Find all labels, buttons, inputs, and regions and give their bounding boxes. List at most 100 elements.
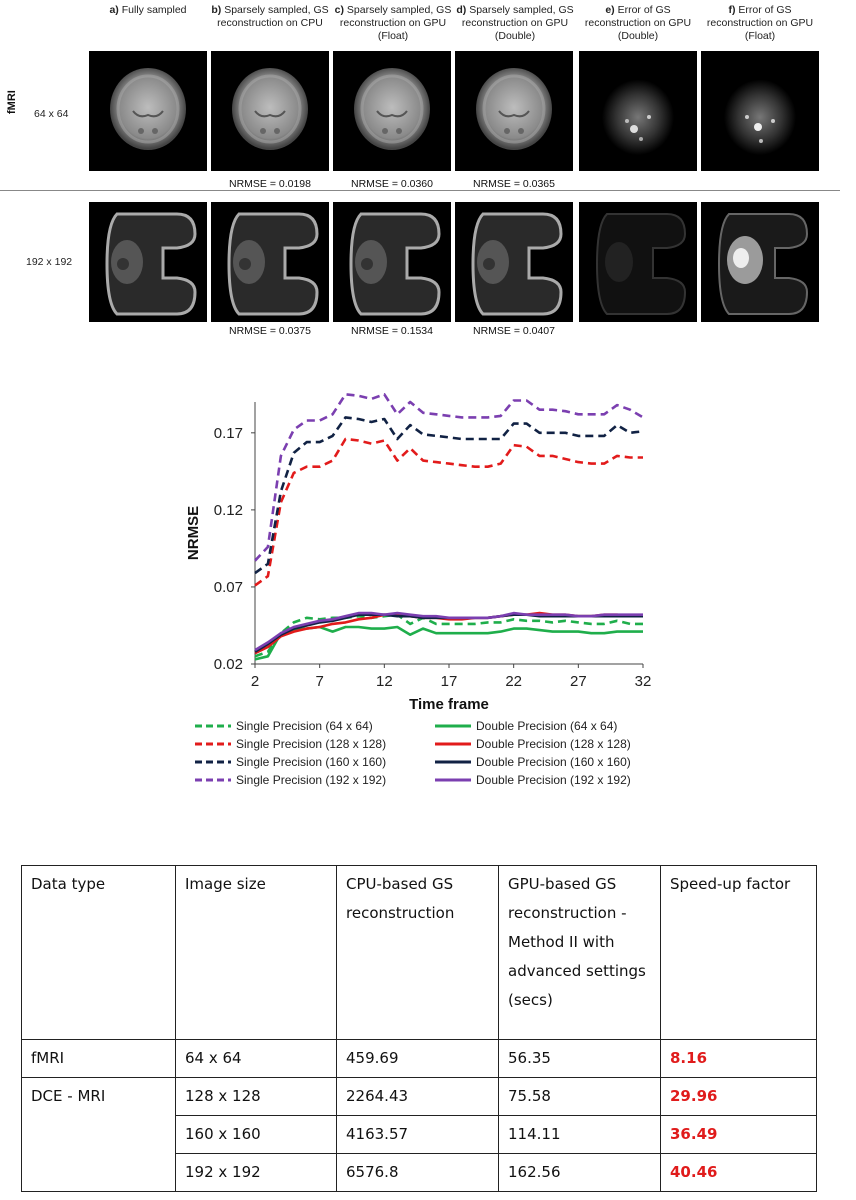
x-tick-label: 32: [635, 673, 652, 690]
legend-label: Single Precision (64 x 64): [236, 719, 373, 733]
legend-label: Double Precision (192 x 192): [476, 773, 631, 787]
row-label-64: 64 x 64: [34, 108, 69, 120]
brain-image-gpu-float: [333, 51, 451, 171]
breast-error-map-float: [701, 202, 819, 322]
cell-speedup: 29.96: [660, 1077, 817, 1116]
y-tick-label: 0.02: [214, 656, 243, 673]
nrmse-label-float-64: NRMSE = 0.0360: [350, 178, 433, 190]
cell-image-size: 64 x 64: [175, 1039, 337, 1078]
x-tick-label: 7: [315, 673, 323, 690]
legend-swatch: [195, 760, 231, 764]
legend-swatch: [195, 724, 231, 728]
series-line-4: [254, 416, 644, 575]
legend-label: Single Precision (160 x 160): [236, 755, 387, 769]
brain-error-map-double: [579, 51, 697, 171]
cell-data-type: fMRI: [21, 1039, 176, 1078]
legend-swatch: [435, 760, 471, 764]
legend-swatch: [195, 778, 231, 782]
legend-item: Double Precision (64 x 64): [434, 719, 617, 733]
legend-item: Single Precision (160 x 160): [194, 755, 386, 769]
legend-swatch: [435, 778, 471, 782]
breast-image-cpu: [211, 202, 329, 322]
series-line-1: [254, 625, 643, 661]
legend-swatch: [195, 742, 231, 746]
row-divider: [0, 190, 840, 191]
legend-item: Single Precision (192 x 192): [194, 773, 386, 787]
nrmse-label-cpu-192: NRMSE = 0.0375: [228, 325, 311, 337]
legend-item: Double Precision (128 x 128): [434, 737, 631, 751]
legend-item: Double Precision (192 x 192): [434, 773, 631, 787]
cell-gpu: 75.58: [498, 1077, 661, 1116]
header-data-type: Data type: [21, 865, 176, 1040]
legend-swatch: [435, 742, 471, 746]
header-speedup: Speed-up factor: [660, 865, 817, 1040]
column-header-b: b) Sparsely sampled, GS reconstruction o…: [211, 4, 329, 29]
column-header-f: f) Error of GS reconstruction on GPU (Fl…: [706, 4, 814, 42]
cell-speedup: 40.46: [660, 1153, 817, 1192]
legend-label: Double Precision (160 x 160): [476, 755, 631, 769]
column-header-a: a) Fully sampled: [109, 4, 187, 16]
brain-image-fully-sampled: [89, 51, 207, 171]
table-row: 192 x 192 6576.8 162.56 40.46: [22, 1153, 817, 1192]
breast-error-map-double: [579, 202, 697, 322]
y-axis-label: NRMSE: [185, 506, 202, 560]
nrmse-label-double-192: NRMSE = 0.0407: [472, 325, 555, 337]
series-line-7: [254, 611, 643, 652]
header-cpu: CPU-based GS reconstruction: [336, 865, 499, 1040]
column-header-c: c) Sparsely sampled, GS reconstruction o…: [334, 4, 452, 42]
cell-cpu: 4163.57: [336, 1115, 499, 1154]
breast-image-gpu-double: [455, 202, 573, 322]
row-label-192: 192 x 192: [26, 256, 73, 268]
x-tick-label: 17: [441, 673, 458, 690]
row-label-fmri: fMRI: [6, 90, 18, 114]
speedup-table: Data type Image size CPU-based GS recons…: [21, 865, 817, 1192]
brain-image-gpu-double: [455, 51, 573, 171]
column-header-e: e) Error of GS reconstruction on GPU (Do…: [584, 4, 692, 42]
y-tick-label: 0.07: [214, 579, 243, 596]
legend-label: Single Precision (128 x 128): [236, 737, 387, 751]
cell-image-size: 160 x 160: [175, 1115, 337, 1154]
brain-image-cpu: [211, 51, 329, 171]
breast-image-gpu-float: [333, 202, 451, 322]
cell-cpu: 459.69: [336, 1039, 499, 1078]
x-tick-label: 22: [505, 673, 522, 690]
cell-image-size: 192 x 192: [175, 1153, 337, 1192]
cell-cpu: 6576.8: [336, 1153, 499, 1192]
header-gpu: GPU-based GS reconstruction - Method II …: [498, 865, 661, 1040]
nrmse-label-float-192: NRMSE = 0.1534: [350, 325, 433, 337]
table-row: 160 x 160 4163.57 114.11 36.49: [22, 1115, 817, 1154]
cell-cpu: 2264.43: [336, 1077, 499, 1116]
legend-label: Double Precision (128 x 128): [476, 737, 631, 751]
cell-gpu: 56.35: [498, 1039, 661, 1078]
cell-speedup: 36.49: [660, 1115, 817, 1154]
column-header-d: d) Sparsely sampled, GS reconstruction o…: [456, 4, 574, 42]
cell-image-size: 128 x 128: [175, 1077, 337, 1116]
y-tick-label: 0.12: [214, 502, 243, 519]
legend-label: Single Precision (192 x 192): [236, 773, 387, 787]
cell-speedup: 8.16: [660, 1039, 817, 1078]
legend-swatch: [435, 724, 471, 728]
cell-gpu: 162.56: [498, 1153, 661, 1192]
cell-gpu: 114.11: [498, 1115, 661, 1154]
legend-item: Double Precision (160 x 160): [434, 755, 631, 769]
breast-image-fully-sampled: [89, 202, 207, 322]
nrmse-label-double-64: NRMSE = 0.0365: [472, 178, 555, 190]
brain-error-map-float: [701, 51, 819, 171]
x-tick-label: 2: [251, 673, 259, 690]
x-tick-label: 27: [570, 673, 587, 690]
legend-item: Single Precision (64 x 64): [194, 719, 373, 733]
nrmse-label-cpu-64: NRMSE = 0.0198: [228, 178, 311, 190]
header-image-size: Image size: [175, 865, 337, 1040]
cell-data-type: DCE - MRI: [21, 1077, 176, 1192]
series-line-6: [254, 392, 644, 562]
x-axis-label: Time frame: [409, 696, 489, 713]
series-line-2: [254, 437, 643, 587]
table-row: fMRI 64 x 64 459.69 56.35 8.16: [21, 1039, 817, 1078]
series-line-0: [254, 613, 643, 658]
table-row: DCE - MRI 128 x 128 2264.43 75.58 29.96: [21, 1077, 817, 1192]
legend-label: Double Precision (64 x 64): [476, 719, 618, 733]
table-header-row: Data type Image size CPU-based GS recons…: [21, 865, 817, 1040]
legend-item: Single Precision (128 x 128): [194, 737, 386, 751]
y-tick-label: 0.17: [214, 425, 243, 442]
